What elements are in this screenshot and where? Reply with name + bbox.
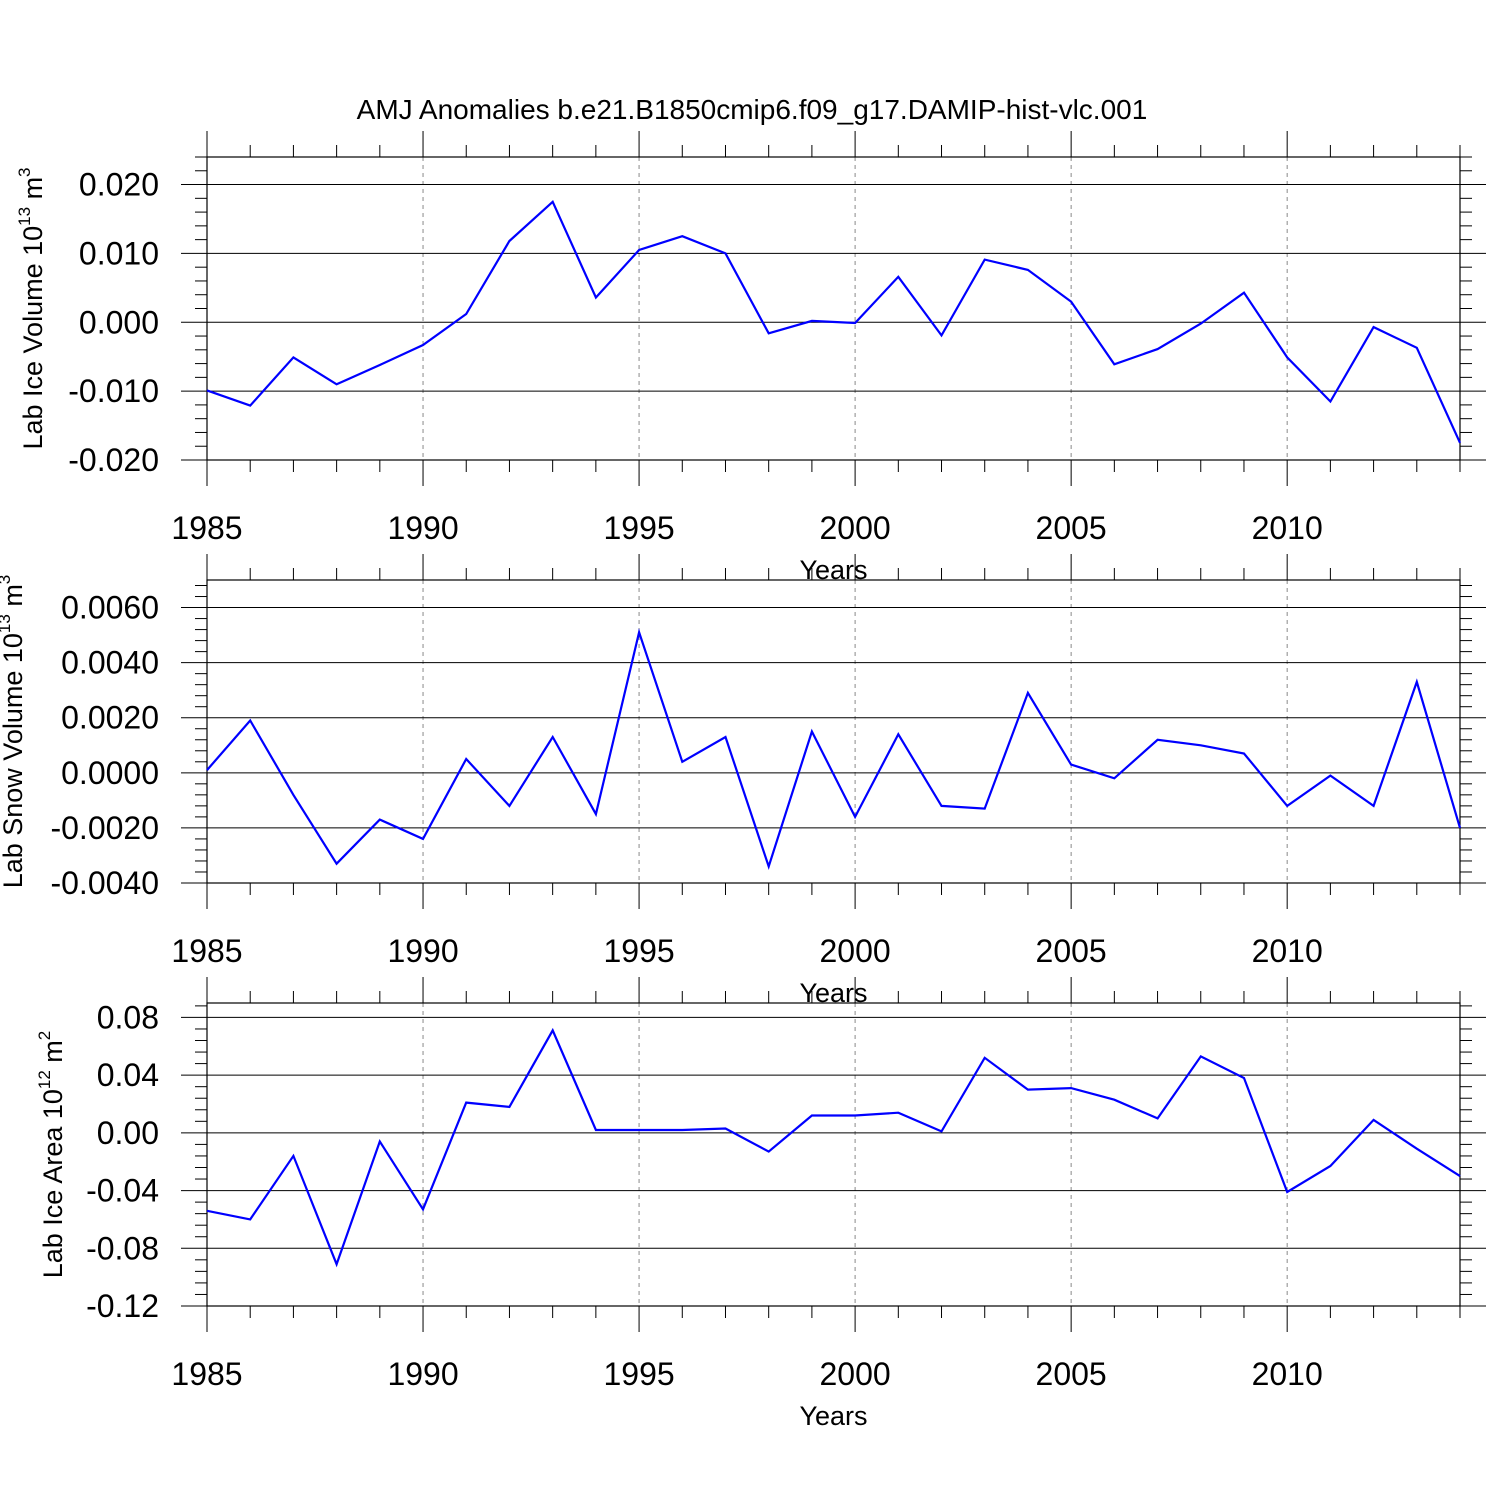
x-tick-label: 1995: [603, 933, 674, 969]
y-tick-label: 0.0000: [61, 755, 159, 791]
y-tick-label: 0.0020: [61, 700, 159, 736]
y-axis-label-unit: m: [18, 177, 48, 207]
y-axis-label-unit-exponent: 3: [0, 575, 14, 584]
y-tick-label: 0.04: [97, 1057, 159, 1093]
x-tick-label: 1990: [387, 510, 458, 546]
panel-3: 1985 1990 1995 2000 2005 2010 0.08 0.04 0.00 -0.0…: [35, 977, 1486, 1431]
x-tick-label: 2000: [820, 933, 891, 969]
y-axis-label-exponent: 12: [35, 1070, 54, 1089]
panels-container: 1985 1990 1995 2000 2005 2010 0.020 0.010 0.000 -…: [0, 131, 1486, 1431]
y-tick-label: -0.08: [86, 1230, 159, 1266]
y-axis-label-main: Lab Ice Volume 10: [18, 226, 48, 450]
y-tick-label: -0.0040: [50, 865, 159, 901]
x-tick-label: 2000: [820, 1356, 891, 1392]
series-line: [206, 1027, 1461, 1268]
y-axis-label-exponent: 13: [15, 207, 34, 226]
x-axis-label: Years: [799, 1401, 867, 1431]
x-tick-label: 2010: [1252, 510, 1323, 546]
x-tick-label: 2010: [1252, 933, 1323, 969]
y-axis-label-main: Lab Ice Area 10: [38, 1089, 68, 1278]
x-tick-label: 2005: [1036, 510, 1107, 546]
x-tick-label: 2010: [1252, 1356, 1323, 1392]
y-tick-label: -0.0020: [50, 810, 159, 846]
series-line: [206, 199, 1462, 444]
y-axis-label: Lab Ice Volume 1013 m3: [15, 167, 48, 449]
y-axis-label-unit-exponent: 2: [35, 1031, 54, 1040]
y-tick-label: -0.020: [68, 442, 159, 478]
y-tick-label: 0.000: [79, 304, 159, 340]
plot-frame: [206, 1002, 1461, 1307]
y-tick-label: 0.0040: [61, 645, 159, 681]
x-tick-label: 1985: [171, 933, 242, 969]
x-tick-label: 2005: [1036, 933, 1107, 969]
y-axis-label-unit: m: [38, 1040, 68, 1070]
y-tick-label: -0.04: [86, 1173, 159, 1209]
y-tick-label: 0.020: [79, 167, 159, 203]
plot-frame: [206, 579, 1461, 884]
x-tick-label: 2000: [820, 510, 891, 546]
y-axis-label-main: Lab Snow Volume 10: [0, 633, 28, 888]
panel-1: 1985 1990 1995 2000 2005 2010 0.020 0.010 0.000 -…: [15, 131, 1486, 585]
y-tick-label: 0.0060: [61, 590, 159, 626]
panel-2: 1985 1990 1995 2000 2005 2010 0.0060 0.0040 0.00…: [0, 554, 1486, 1008]
x-tick-label: 1990: [387, 933, 458, 969]
x-tick-label: 1985: [171, 1356, 242, 1392]
x-tick-label: 1995: [603, 1356, 674, 1392]
y-tick-label: 0.08: [97, 999, 159, 1035]
y-tick-label: 0.010: [79, 235, 159, 271]
x-tick-label: 1990: [387, 1356, 458, 1392]
x-tick-label: 2005: [1036, 1356, 1107, 1392]
y-axis-label: Lab Snow Volume 1013 m3: [0, 575, 28, 889]
y-tick-label: -0.12: [86, 1288, 159, 1324]
y-axis-label: Lab Ice Area 1012 m2: [35, 1031, 68, 1279]
y-axis-label-unit: m: [0, 584, 28, 614]
y-tick-label: -0.010: [68, 373, 159, 409]
y-axis-label-unit-exponent: 3: [15, 167, 34, 176]
x-tick-label: 1995: [603, 510, 674, 546]
plot-frame: [206, 156, 1461, 461]
y-tick-label: 0.00: [97, 1115, 159, 1151]
y-axis-label-exponent: 13: [0, 614, 14, 633]
series-line: [206, 628, 1462, 871]
chart-title: AMJ Anomalies b.e21.B1850cmip6.f09_g17.D…: [357, 94, 1148, 125]
x-tick-label: 1985: [171, 510, 242, 546]
